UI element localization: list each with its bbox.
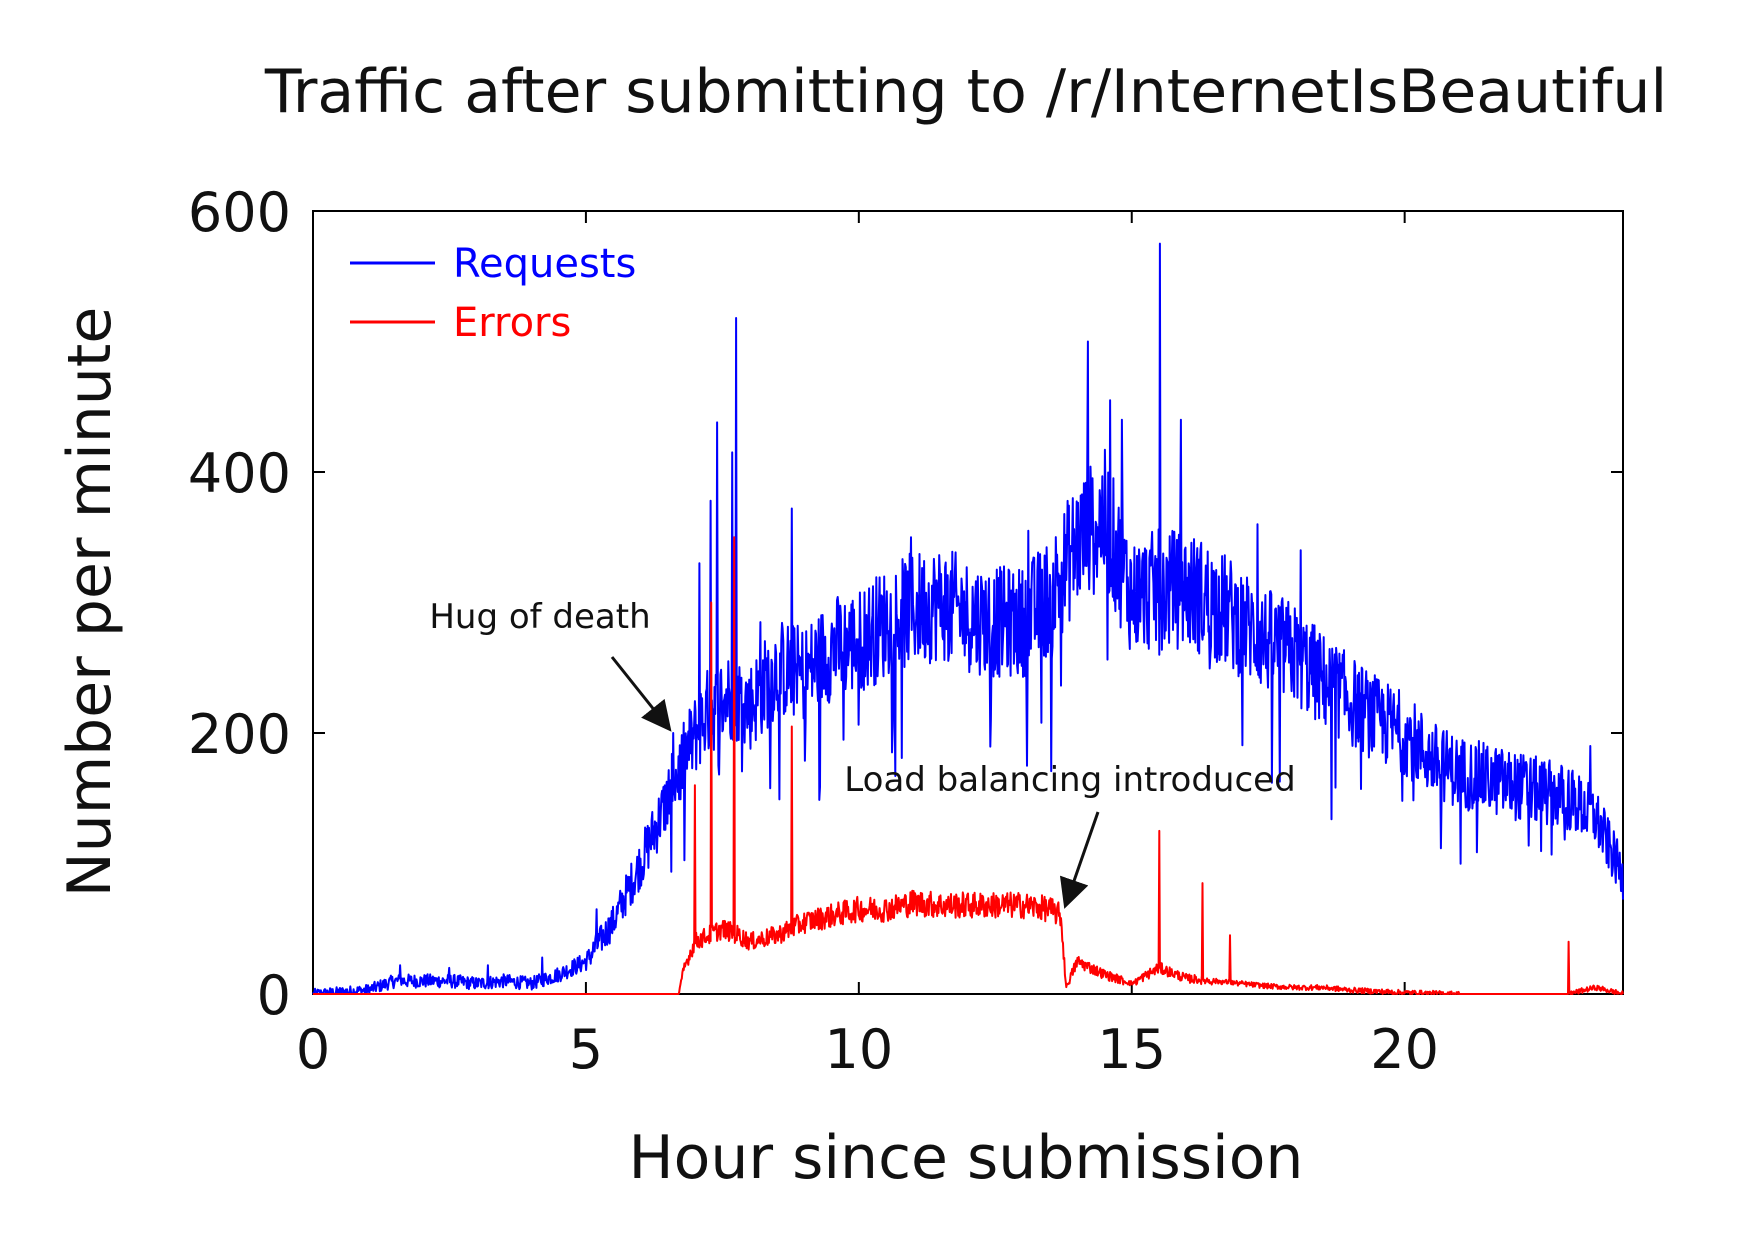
- x-tick-label: 10: [824, 1018, 893, 1081]
- x-axis-label: Hour since submission: [629, 1123, 1304, 1193]
- y-axis-ticks: 0 200 400 600: [188, 181, 1623, 1027]
- y-tick-label: 200: [188, 703, 291, 766]
- y-axis-label: Number per minute: [55, 307, 125, 897]
- series-layer: [312, 242, 1624, 995]
- series-line-requests: [312, 242, 1624, 995]
- plot-frame: [312, 210, 1624, 995]
- x-tick-label: 5: [569, 1018, 603, 1081]
- y-tick-label: 600: [188, 181, 291, 244]
- y-tick-label: 400: [188, 442, 291, 505]
- legend-label-errors: Errors: [453, 300, 571, 346]
- x-tick-label: 15: [1097, 1018, 1166, 1081]
- x-axis-ticks: 0 5 10 15 20: [296, 211, 1439, 1081]
- series-line-errors: [312, 536, 1624, 995]
- annotation-label: Load balancing introduced: [844, 760, 1295, 800]
- legend: Requests Errors: [350, 241, 636, 346]
- x-tick-label: 20: [1370, 1018, 1439, 1081]
- chart-title: Traffic after submitting to /r/InternetI…: [264, 57, 1667, 127]
- y-tick-label: 0: [257, 964, 291, 1027]
- legend-label-requests: Requests: [453, 241, 636, 287]
- annotation-arrow: [1059, 811, 1100, 909]
- x-tick-label: 0: [296, 1018, 330, 1081]
- annotation-layer: Hug of death Load balancing introduced: [429, 597, 1296, 909]
- annotation-label: Hug of death: [429, 597, 650, 637]
- plot-area: 0 200 400 600 0 5 10 15 20 Hug of death Load bal…: [188, 181, 1624, 1081]
- annotation-arrow: [610, 656, 672, 732]
